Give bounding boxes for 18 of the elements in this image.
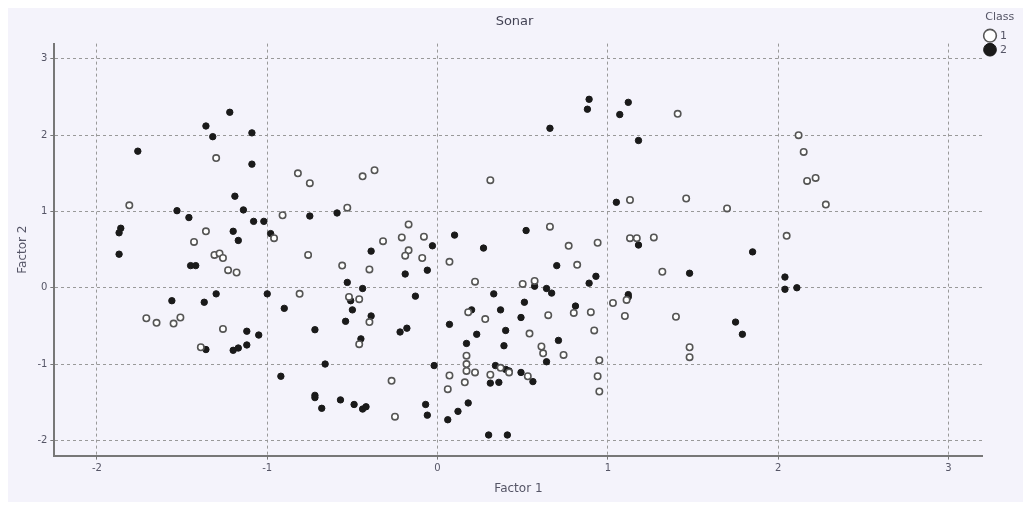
x-tick-label: 0 <box>434 462 441 474</box>
y-tick-label: 3 <box>41 52 48 64</box>
y-tick-label: 2 <box>41 128 48 140</box>
legend-title: Class <box>985 10 1015 24</box>
y-tick-label: -2 <box>37 433 48 445</box>
x-tick-label: -2 <box>91 462 102 474</box>
y-tick-label: 1 <box>41 205 48 217</box>
x-tick-label: 1 <box>604 462 612 474</box>
y-tick-label: 0 <box>41 281 48 293</box>
x-tick-label: -1 <box>262 462 273 474</box>
legend-label: 2 <box>1000 42 1007 56</box>
x-tick-label: 2 <box>774 462 782 474</box>
chart-title: Sonar <box>495 13 535 29</box>
y-tick-label: -1 <box>37 357 48 369</box>
x-axis-title: Factor 1 <box>494 480 543 495</box>
y-axis-title: Factor 2 <box>15 225 30 274</box>
legend-label: 1 <box>1000 28 1007 42</box>
x-tick-label: 3 <box>945 462 952 474</box>
